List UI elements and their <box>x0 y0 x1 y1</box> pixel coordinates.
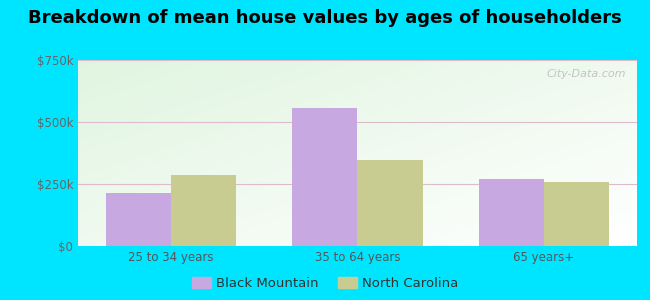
Text: City-Data.com: City-Data.com <box>546 69 626 79</box>
Bar <box>544 182 609 246</box>
Bar <box>106 193 171 246</box>
Bar <box>171 175 237 246</box>
Legend: Black Mountain, North Carolina: Black Mountain, North Carolina <box>192 278 458 290</box>
Bar <box>478 179 544 246</box>
Bar <box>358 160 423 246</box>
Text: Breakdown of mean house values by ages of householders: Breakdown of mean house values by ages o… <box>28 9 622 27</box>
Bar <box>292 108 358 246</box>
